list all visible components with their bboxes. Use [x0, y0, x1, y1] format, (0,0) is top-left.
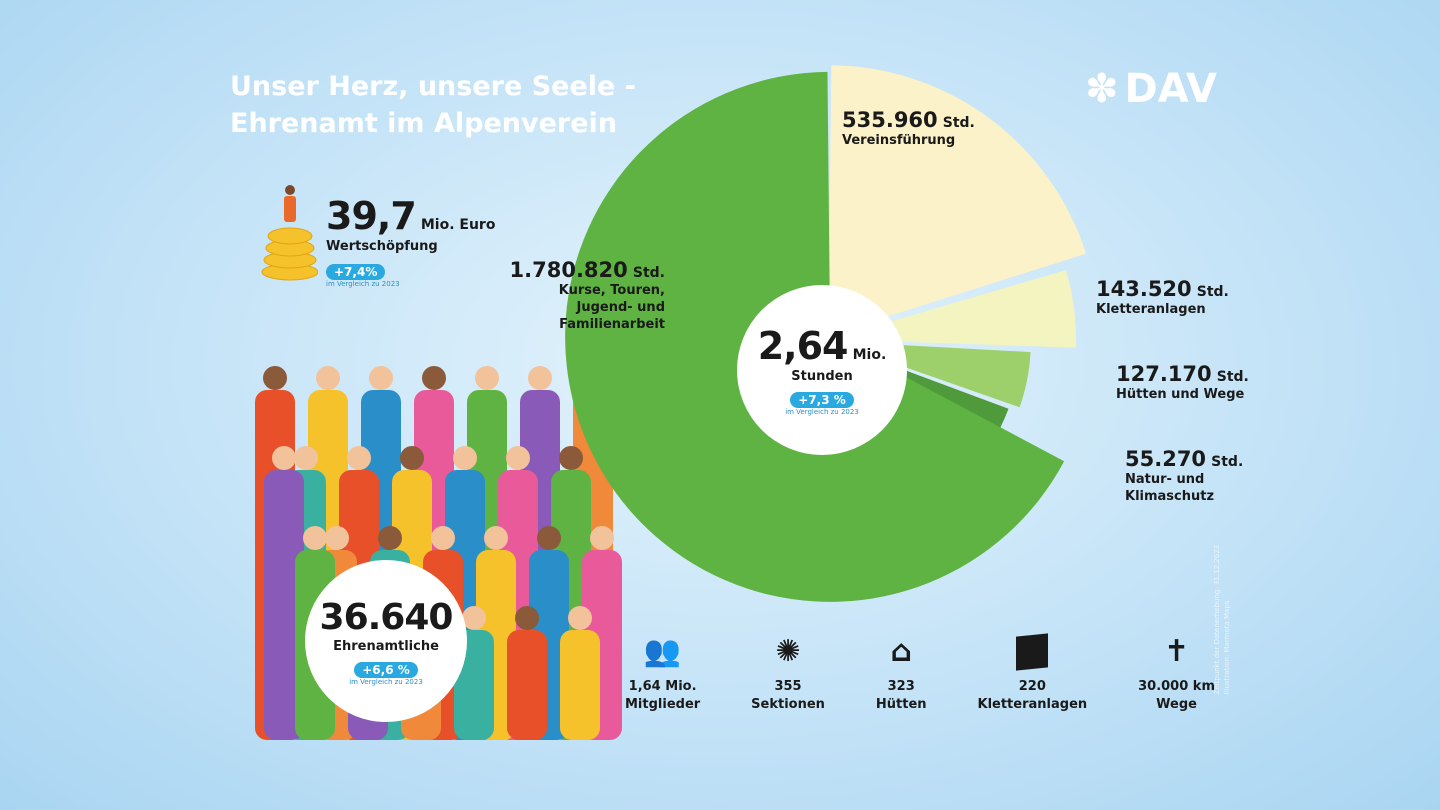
stat-value: 355	[774, 679, 802, 694]
unit-label: Std.	[1216, 369, 1249, 385]
total-value: 2,64	[757, 324, 849, 368]
slice-name: Hütten und Wege	[1116, 387, 1245, 402]
stat-label: Hütten	[875, 697, 927, 712]
person-head	[369, 366, 393, 390]
person-body	[507, 630, 547, 740]
title-line: Ehrenamt im Alpenverein	[230, 108, 617, 139]
wertschoepfung-block: 39,7 Mio. Euro Wertschöpfung +7,4% im Ve…	[326, 194, 495, 288]
person-head	[568, 606, 592, 630]
ehrenamtliche-circle: 36.640 Ehrenamtliche +6,6 % im Vergleich…	[305, 560, 467, 722]
data-label: 55.270	[1125, 447, 1207, 471]
page-title: Unser Herz, unsere Seele - Ehrenamt im Al…	[230, 68, 636, 142]
stat-value: 323	[887, 679, 915, 694]
title-line: Unser Herz, unsere Seele -	[230, 71, 636, 102]
slice-label-huetten: 127.170 Std. Hütten und Wege	[1116, 362, 1249, 403]
stat-sektionen: ✺ 355 Sektionen	[751, 632, 825, 714]
change-badge: +7,3 %	[790, 392, 854, 408]
slice-name: Natur- und Klimaschutz	[1125, 472, 1215, 504]
stat-label: Sektionen	[751, 697, 825, 712]
total-hours-circle: 2,64 Mio. Stunden +7,3 % im Vergleich zu…	[737, 285, 907, 455]
compare-text: im Vergleich zu 2023	[785, 408, 859, 416]
person-head	[475, 366, 499, 390]
change-badge: +6,6 %	[354, 661, 418, 678]
person-head	[431, 526, 455, 550]
person-head	[422, 366, 446, 390]
person-head	[316, 366, 340, 390]
stat-label: Kletteranlagen	[977, 697, 1088, 712]
unit-label: Std.	[1211, 454, 1244, 470]
edelweiss-icon: ✺	[775, 634, 801, 669]
stat-mitglieder: 👥 1,64 Mio. Mitglieder	[625, 632, 700, 714]
stat-kletteranlagen: 220 Kletteranlagen	[977, 632, 1088, 714]
stat-huetten: ⌂ 323 Hütten	[876, 632, 927, 714]
unit-label: Std.	[632, 265, 665, 281]
person-head	[272, 446, 296, 470]
compare-text: im Vergleich zu 2023	[326, 280, 400, 288]
person-head	[506, 446, 530, 470]
person-body	[264, 470, 304, 740]
wertschoepfung-value: 39,7	[326, 194, 417, 238]
person-head	[453, 446, 477, 470]
slice-name: Kletteranlagen	[1096, 302, 1206, 317]
signpost-icon: ✝	[1163, 634, 1190, 669]
change-badge: +7,4%	[326, 264, 386, 280]
person-head	[462, 606, 486, 630]
stat-value: 220	[1018, 679, 1046, 694]
climbing-wall-icon	[978, 632, 1088, 672]
unit-label: Std.	[942, 115, 975, 131]
stat-value: 30.000 km	[1138, 679, 1215, 694]
total-unit: Mio.	[852, 347, 887, 363]
slice-name: Vereinsführung	[842, 133, 956, 148]
data-label: 1.780.820	[509, 258, 628, 282]
person-head	[378, 526, 402, 550]
person-head	[537, 526, 561, 550]
person-head	[484, 526, 508, 550]
person-head	[325, 526, 349, 550]
pie-slice	[828, 65, 1086, 336]
person-head	[528, 366, 552, 390]
person-head	[263, 366, 287, 390]
people-icon: 👥	[643, 634, 682, 669]
stat-wege: ✝ 30.000 km Wege	[1138, 632, 1215, 714]
person-head	[294, 446, 318, 470]
slice-label-natur: 55.270 Std. Natur- und Klimaschutz	[1125, 447, 1255, 505]
ehrenamtliche-label: Ehrenamtliche	[333, 638, 439, 654]
data-label: 127.170	[1116, 362, 1212, 386]
stats-row: 👥 1,64 Mio. Mitglieder ✺ 355 Sektionen ⌂ 323 H…	[625, 632, 1215, 714]
person-head	[347, 446, 371, 470]
edelweiss-icon: ✽	[1085, 66, 1119, 112]
slice-name: Kurse, Touren, Jugend- und Familienarbei…	[558, 283, 665, 332]
ehrenamtliche-value: 36.640	[319, 596, 454, 638]
coins-illustration	[258, 180, 319, 285]
person-head	[303, 526, 327, 550]
slice-label-vereinsfuehrung: 535.960 Std. Vereinsführung	[842, 108, 975, 149]
stat-label: Wege	[1156, 697, 1197, 712]
slice-label-kurse: 1.780.820 Std. Kurse, Touren, Jugend- und…	[505, 258, 665, 333]
person-head	[515, 606, 539, 630]
compare-text: im Vergleich zu 2023	[349, 677, 423, 686]
data-label: 143.520	[1096, 277, 1192, 301]
data-label: 535.960	[842, 108, 938, 132]
footnote-line: Zeitpunkt der Datenerhebung: 31.12.2023	[1213, 545, 1221, 695]
footnote: Zeitpunkt der Datenerhebung: 31.12.2023 I…	[1212, 545, 1232, 694]
person-head	[400, 446, 424, 470]
wertschoepfung-unit: Mio. Euro	[420, 217, 496, 233]
person-head	[559, 446, 583, 470]
dav-logo: ✽ DAV	[1085, 66, 1217, 112]
slice-label-kletteranlagen: 143.520 Std. Kletteranlagen	[1096, 277, 1229, 318]
total-label: Stunden	[791, 369, 853, 384]
logo-text: DAV	[1124, 66, 1217, 112]
wertschoepfung-label: Wertschöpfung	[326, 239, 438, 254]
hut-icon: ⌂	[890, 634, 912, 669]
footnote-line: Illustration: Marmota Maps	[1223, 600, 1231, 695]
unit-label: Std.	[1196, 284, 1229, 300]
person-body	[560, 630, 600, 740]
person-head	[590, 526, 614, 550]
stat-label: Mitglieder	[625, 697, 701, 712]
stat-value: 1,64 Mio.	[628, 679, 697, 694]
